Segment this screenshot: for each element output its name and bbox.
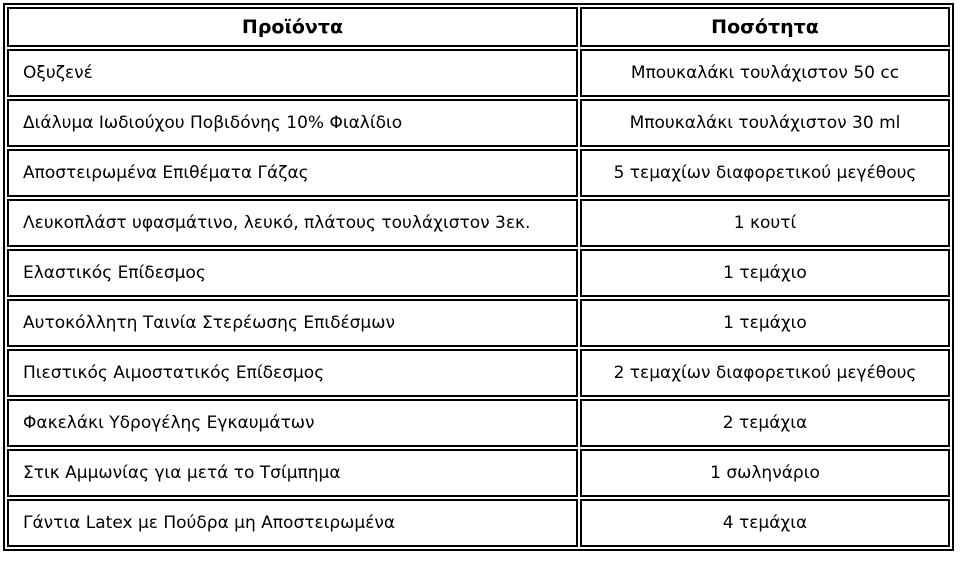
quantity-cell: 2 τεμάχια xyxy=(580,399,950,447)
table-row: Φακελάκι Υδρογέλης Εγκαυμάτων 2 τεμάχια xyxy=(7,399,950,447)
table-row: Διάλυμα Ιωδιούχου Ποβιδόνης 10% Φιαλίδιο… xyxy=(7,99,950,147)
products-table: Προϊόντα Ποσότητα Οξυζενέ Μπουκαλάκι τουλ… xyxy=(3,3,954,551)
product-cell: Γάντια Latex με Πούδρα μη Αποστειρωμένα xyxy=(7,499,578,547)
product-cell: Στικ Αμμωνίας για μετά το Τσίμπημα xyxy=(7,449,578,497)
table-row: Γάντια Latex με Πούδρα μη Αποστειρωμένα 4… xyxy=(7,499,950,547)
table-row: Αποστειρωμένα Επιθέματα Γάζας 5 τεμαχίων … xyxy=(7,149,950,197)
table-row: Αυτοκόλλητη Ταινία Στερέωσης Επιδέσμων 1 … xyxy=(7,299,950,347)
quantity-cell: Μπουκαλάκι τουλάχιστον 30 ml xyxy=(580,99,950,147)
product-cell: Πιεστικός Αιμοστατικός Επίδεσμος xyxy=(7,349,578,397)
table-row: Λευκοπλάστ υφασμάτινο, λευκό, πλάτους το… xyxy=(7,199,950,247)
product-cell: Αυτοκόλλητη Ταινία Στερέωσης Επιδέσμων xyxy=(7,299,578,347)
header-row: Προϊόντα Ποσότητα xyxy=(7,7,950,47)
header-quantity: Ποσότητα xyxy=(580,7,950,47)
quantity-cell: 5 τεμαχίων διαφορετικού μεγέθους xyxy=(580,149,950,197)
quantity-cell: 2 τεμαχίων διαφορετικού μεγέθους xyxy=(580,349,950,397)
product-cell: Ελαστικός Επίδεσμος xyxy=(7,249,578,297)
product-cell: Αποστειρωμένα Επιθέματα Γάζας xyxy=(7,149,578,197)
quantity-cell: 1 σωληνάριο xyxy=(580,449,950,497)
table-row: Οξυζενέ Μπουκαλάκι τουλάχιστον 50 cc xyxy=(7,49,950,97)
product-cell: Λευκοπλάστ υφασμάτινο, λευκό, πλάτους το… xyxy=(7,199,578,247)
header-product: Προϊόντα xyxy=(7,7,578,47)
quantity-cell: 1 κουτί xyxy=(580,199,950,247)
quantity-cell: 4 τεμάχια xyxy=(580,499,950,547)
table-row: Πιεστικός Αιμοστατικός Επίδεσμος 2 τεμαχί… xyxy=(7,349,950,397)
quantity-cell: 1 τεμάχιο xyxy=(580,249,950,297)
table-row: Ελαστικός Επίδεσμος 1 τεμάχιο xyxy=(7,249,950,297)
product-cell: Διάλυμα Ιωδιούχου Ποβιδόνης 10% Φιαλίδιο xyxy=(7,99,578,147)
quantity-cell: 1 τεμάχιο xyxy=(580,299,950,347)
product-cell: Οξυζενέ xyxy=(7,49,578,97)
quantity-cell: Μπουκαλάκι τουλάχιστον 50 cc xyxy=(580,49,950,97)
product-cell: Φακελάκι Υδρογέλης Εγκαυμάτων xyxy=(7,399,578,447)
table-row: Στικ Αμμωνίας για μετά το Τσίμπημα 1 σωλη… xyxy=(7,449,950,497)
